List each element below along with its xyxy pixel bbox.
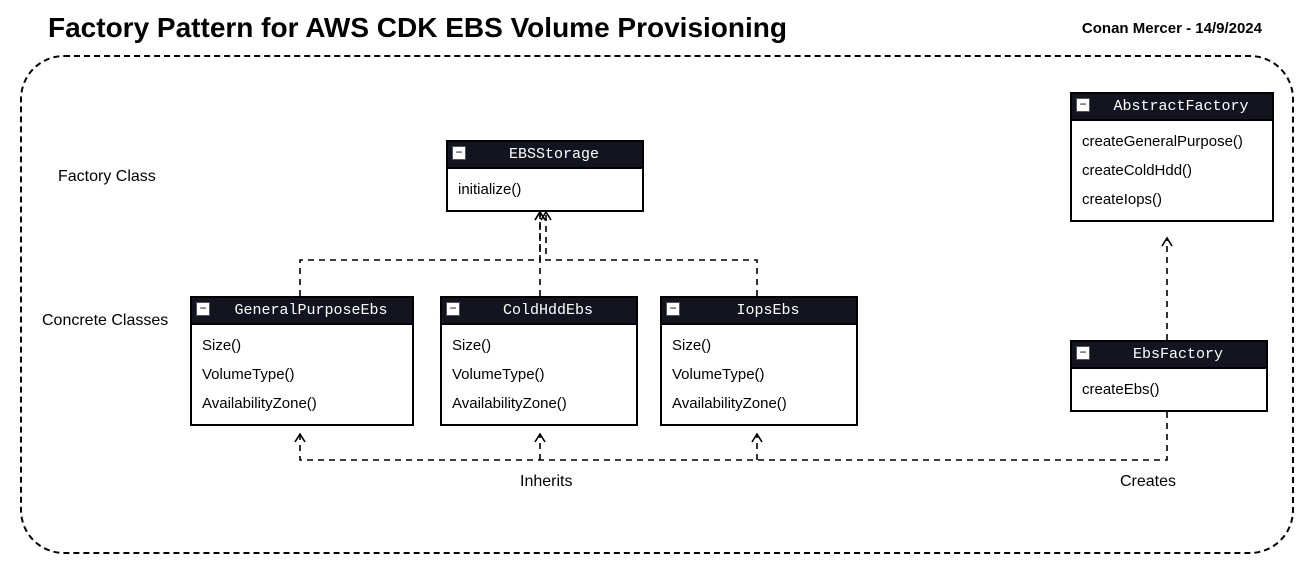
- class-name: ColdHddEbs: [503, 302, 593, 319]
- method: initialize(): [458, 175, 632, 204]
- class-name: GeneralPurposeEbs: [234, 302, 387, 319]
- method: Size(): [202, 331, 402, 360]
- class-name: EbsFactory: [1133, 346, 1223, 363]
- class-ebsstorage-header: − EBSStorage: [448, 142, 642, 169]
- method: VolumeType(): [452, 360, 626, 389]
- method: Size(): [452, 331, 626, 360]
- class-name: AbstractFactory: [1113, 98, 1248, 115]
- byline: Conan Mercer - 14/9/2024: [1082, 12, 1262, 37]
- method: Size(): [672, 331, 846, 360]
- class-header: − EbsFactory: [1072, 342, 1266, 369]
- class-ebsfactory: − EbsFactory createEbs(): [1070, 340, 1268, 412]
- class-coldhddebs: − ColdHddEbs Size() VolumeType() Availab…: [440, 296, 638, 426]
- class-header: − ColdHddEbs: [442, 298, 636, 325]
- class-body: Size() VolumeType() AvailabilityZone(): [192, 325, 412, 424]
- class-abstractfactory: − AbstractFactory createGeneralPurpose()…: [1070, 92, 1274, 222]
- collapse-icon[interactable]: −: [196, 302, 210, 316]
- class-name: EBSStorage: [509, 146, 599, 163]
- class-iopsebs: − IopsEbs Size() VolumeType() Availabili…: [660, 296, 858, 426]
- class-ebsstorage: − EBSStorage initialize(): [446, 140, 644, 212]
- method: AvailabilityZone(): [202, 389, 402, 418]
- class-generalpurposeebs: − GeneralPurposeEbs Size() VolumeType() …: [190, 296, 414, 426]
- label-factory-class: Factory Class: [58, 168, 156, 186]
- method: createIops(): [1082, 185, 1262, 214]
- method: AvailabilityZone(): [452, 389, 626, 418]
- class-name: IopsEbs: [736, 302, 799, 319]
- page-title: Factory Pattern for AWS CDK EBS Volume P…: [48, 12, 787, 44]
- class-body: initialize(): [448, 169, 642, 210]
- class-body: Size() VolumeType() AvailabilityZone(): [442, 325, 636, 424]
- collapse-icon[interactable]: −: [452, 146, 466, 160]
- class-header: − AbstractFactory: [1072, 94, 1272, 121]
- label-inherits: Inherits: [520, 473, 572, 491]
- collapse-icon[interactable]: −: [1076, 346, 1090, 360]
- method: createColdHdd(): [1082, 156, 1262, 185]
- method: AvailabilityZone(): [672, 389, 846, 418]
- method: VolumeType(): [202, 360, 402, 389]
- class-header: − IopsEbs: [662, 298, 856, 325]
- method: VolumeType(): [672, 360, 846, 389]
- class-body: createEbs(): [1072, 369, 1266, 410]
- method: createGeneralPurpose(): [1082, 127, 1262, 156]
- collapse-icon[interactable]: −: [446, 302, 460, 316]
- class-body: createGeneralPurpose() createColdHdd() c…: [1072, 121, 1272, 220]
- label-creates: Creates: [1120, 473, 1176, 491]
- collapse-icon[interactable]: −: [1076, 98, 1090, 112]
- class-body: Size() VolumeType() AvailabilityZone(): [662, 325, 856, 424]
- collapse-icon[interactable]: −: [666, 302, 680, 316]
- method: createEbs(): [1082, 375, 1256, 404]
- class-header: − GeneralPurposeEbs: [192, 298, 412, 325]
- label-concrete-classes: Concrete Classes: [42, 312, 168, 330]
